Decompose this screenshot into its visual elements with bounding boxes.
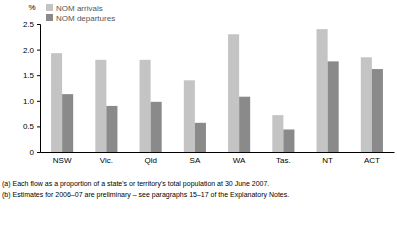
y-tick-label: 0.5: [23, 122, 35, 131]
x-tick-label: SA: [190, 156, 201, 165]
bar: [272, 115, 283, 152]
legend-swatch: [46, 14, 53, 21]
bar: [372, 69, 383, 152]
x-tick: WA: [233, 152, 246, 165]
y-tick-mark: [37, 152, 40, 153]
y-tick: 1.0: [23, 97, 40, 106]
y-tick: 0.5: [23, 122, 40, 131]
bar: [195, 123, 206, 152]
legend-label: NOM departures: [56, 14, 115, 23]
footnote: (a) Each flow as a proportion of a state…: [2, 180, 269, 188]
y-tick-mark: [37, 126, 40, 127]
legend: NOM arrivalsNOM departures: [46, 4, 115, 23]
y-tick-label: 1.0: [23, 97, 35, 106]
chart: 0 0.5 1.0 1.5 2.0 2.5 NSW Vic. Qld SA WA Tas. NT ACT%…: [0, 0, 397, 227]
bar: [106, 106, 117, 152]
x-axis-line: [41, 152, 395, 153]
x-tick-label: WA: [233, 156, 246, 165]
y-tick: 0: [30, 148, 40, 157]
y-axis: 0 0.5 1.0 1.5 2.0 2.5: [23, 20, 41, 157]
footnote: (b) Estimates for 2006–07 are preliminar…: [2, 191, 289, 199]
legend-swatch: [46, 4, 53, 11]
x-tick-label: Tas.: [276, 156, 291, 165]
bar: [239, 97, 250, 152]
y-tick-mark: [37, 101, 40, 102]
x-tick: Vic.: [100, 152, 113, 165]
bar: [151, 102, 162, 152]
x-tick: ACT: [364, 152, 380, 165]
x-tick: SA: [190, 152, 201, 165]
y-tick: 2.5: [23, 20, 40, 29]
x-tick-label: Vic.: [100, 156, 113, 165]
y-tick: 1.5: [23, 71, 40, 80]
y-tick-mark: [37, 75, 40, 76]
bar: [328, 61, 339, 152]
x-tick: NSW: [53, 152, 72, 165]
x-tick-label: NT: [322, 156, 333, 165]
bar: [184, 80, 195, 152]
x-tick-label: ACT: [364, 156, 380, 165]
bar: [228, 34, 239, 152]
y-axis-title: %: [28, 3, 35, 12]
bar: [317, 29, 328, 152]
x-tick-label: NSW: [53, 156, 72, 165]
y-tick-mark: [37, 50, 40, 51]
y-tick: 2.0: [23, 46, 40, 55]
y-tick-label: 2.5: [23, 20, 35, 29]
x-tick: NT: [322, 152, 333, 165]
x-tick-label: Qld: [144, 156, 156, 165]
bar: [283, 129, 294, 152]
x-axis: NSW Vic. Qld SA WA Tas. NT ACT: [41, 152, 395, 165]
x-tick: Tas.: [276, 152, 291, 165]
y-tick-label: 0: [30, 148, 35, 157]
y-axis-line: [37, 25, 41, 153]
legend-label: NOM arrivals: [56, 4, 103, 13]
y-tick-label: 1.5: [23, 71, 35, 80]
bar: [51, 53, 62, 152]
bars: [51, 29, 383, 152]
bar: [95, 60, 106, 152]
y-tick-mark: [37, 24, 40, 25]
y-tick-label: 2.0: [23, 46, 35, 55]
bar: [361, 57, 372, 152]
bar: [140, 60, 151, 152]
x-tick: Qld: [144, 152, 156, 165]
bar: [62, 94, 73, 152]
